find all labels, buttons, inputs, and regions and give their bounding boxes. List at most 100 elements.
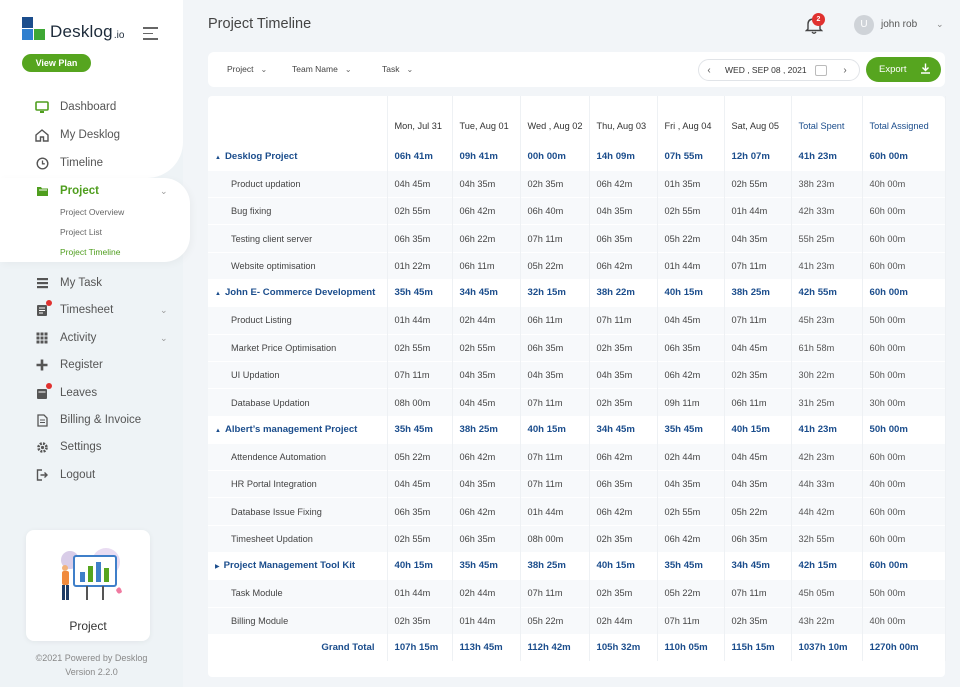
time-cell: 34h 45m [724,552,792,580]
column-header: Fri , Aug 04 [657,96,725,143]
team-filter-dropdown[interactable]: Team Name ⌄ [292,64,352,74]
chevron-right-icon[interactable]: › [843,64,847,76]
project-row[interactable]: ▲ Albert’s management Project 35h 45m 38h 2… [208,415,946,444]
time-cell: 02h 35m [589,524,658,553]
calendar-icon[interactable] [815,64,827,76]
task-row: Market Price Optimisation 02h 55m 02h 55m 0… [208,333,946,362]
sidebar-item-label: My Desklog [60,129,121,141]
column-header-total-spent: Total Spent [791,96,863,143]
time-cell: 06h 35m [589,224,658,253]
task-row: Bug fixing 02h 55m 06h 42m 06h 40m 04h 35m 02… [208,197,946,225]
time-cell: 07h 11m [520,579,590,608]
column-header: Mon, Jul 31 [387,96,453,143]
time-cell: 02h 35m [589,388,658,416]
row-label: John E- Commerce Development [224,287,376,299]
project-promo-card[interactable]: Project [26,530,150,641]
time-cell: 06h 35m [724,524,792,553]
project-filter-dropdown[interactable]: Project ⌄ [227,64,267,74]
logo[interactable]: Desklog .io [22,16,124,42]
time-cell: 40h 15m [657,279,725,307]
column-header-total-assigned: Total Assigned [862,96,946,143]
filter-label: Project [227,64,254,74]
total-assigned-cell: 60h 00m [862,524,946,553]
time-cell: 06h 42m [589,251,658,280]
time-cell: 01h 44m [657,251,725,280]
menu-toggle-icon[interactable] [143,27,158,41]
caret-right-icon[interactable]: ▶ [215,564,220,571]
sidebar-item-activity[interactable]: Activity [35,331,96,345]
sidebar-item-my-task[interactable]: My Task [35,276,102,290]
time-cell: 02h 35m [520,169,590,198]
clock-icon [35,156,49,170]
sidebar-item-logout[interactable]: Logout [35,468,95,482]
notification-badge: 2 [812,13,825,26]
chevron-down-icon: ⌄ [344,64,352,74]
task-filter-dropdown[interactable]: Task ⌄ [382,64,413,74]
row-label: Website optimisation [231,261,316,272]
total-spent-cell: 42h 15m [791,552,863,580]
logo-text: Desklog [50,22,113,41]
sidebar-item-billing[interactable]: Billing & Invoice [35,413,141,427]
sidebar-item-label: Billing & Invoice [60,414,142,426]
user-name[interactable]: john rob [881,19,918,30]
list-icon [35,276,49,290]
caret-up-icon[interactable]: ▲ [215,427,221,434]
task-name-cell: Product Listing [208,306,388,335]
export-button[interactable]: Export [866,57,941,82]
subnav-project-list[interactable]: Project List [60,227,103,237]
total-spent-cell: 42h 23m [791,442,863,471]
time-cell: 04h 35m [657,470,725,498]
task-row: Attendence Automation 05h 22m 06h 42m 07h 1… [208,442,946,471]
project-row[interactable]: ▶ Project Management Tool Kit 40h 15m 35h 4… [208,552,946,580]
total-assigned-cell: 60h 00m [862,552,946,580]
sidebar-item-project[interactable]: Project [35,184,99,198]
notification-dot [46,383,52,389]
sidebar-item-settings[interactable]: Settings [35,440,102,454]
sidebar-item-leaves[interactable]: Leaves [35,383,97,400]
column-header: Tue, Aug 01 [452,96,521,143]
task-name-cell: Database Updation [208,388,388,416]
time-cell: 04h 45m [724,333,792,362]
sidebar-item-register[interactable]: Register [35,358,103,372]
sidebar-item-timeline[interactable]: Timeline [35,156,103,170]
avatar[interactable]: U [854,15,874,35]
sidebar-item-dashboard[interactable]: Dashboard [35,100,116,114]
caret-up-icon[interactable]: ▲ [215,154,221,161]
folder-icon [35,184,49,198]
row-label: HR Portal Integration [231,479,317,490]
total-assigned-cell: 50h 00m [862,360,946,389]
chevron-down-icon[interactable]: ⌄ [936,19,944,29]
time-cell: 05h 22m [387,442,453,471]
sidebar-item-my-desklog[interactable]: My Desklog [35,128,120,142]
chevron-left-icon[interactable]: ‹ [707,64,711,76]
sidebar-top-panel: Desklog .io View Plan [0,0,183,178]
subnav-project-timeline[interactable]: Project Timeline [60,247,121,257]
task-name-cell: Website optimisation [208,251,388,280]
time-cell: 40h 15m [520,415,590,444]
time-cell: 01h 44m [520,497,590,526]
chevron-down-icon[interactable]: ⌄ [160,186,168,196]
view-plan-button[interactable]: View Plan [22,54,91,72]
time-cell: 04h 35m [520,360,590,389]
chevron-down-icon[interactable]: ⌄ [160,333,168,343]
column-header: Thu, Aug 03 [589,96,658,143]
time-cell: 01h 35m [657,169,725,198]
time-cell: 35h 45m [387,279,453,307]
time-cell: 07h 55m [657,143,725,171]
total-spent-cell: 61h 58m [791,333,863,362]
sidebar-item-label: Register [60,359,103,371]
chevron-down-icon: ⌄ [260,64,268,74]
caret-up-icon[interactable]: ▲ [215,291,221,298]
time-cell: 35h 45m [657,552,725,580]
subnav-project-overview[interactable]: Project Overview [60,207,125,217]
total-assigned-cell: 40h 00m [862,606,946,635]
invoice-icon [35,413,49,427]
chevron-down-icon[interactable]: ⌄ [160,305,168,315]
row-label: Database Issue Fixing [231,506,322,517]
sidebar-item-timesheet[interactable]: Timesheet [35,300,113,317]
project-row[interactable]: ▲ Desklog Project 06h 41m 09h 41m 00h 00m 14h… [208,143,946,171]
time-cell: 40h 15m [387,552,453,580]
row-label: Attendence Automation [231,451,327,462]
project-row[interactable]: ▲ John E- Commerce Development 35h 45m 34h … [208,279,946,307]
date-value[interactable]: WED , SEP 08 , 2021 [725,65,807,75]
